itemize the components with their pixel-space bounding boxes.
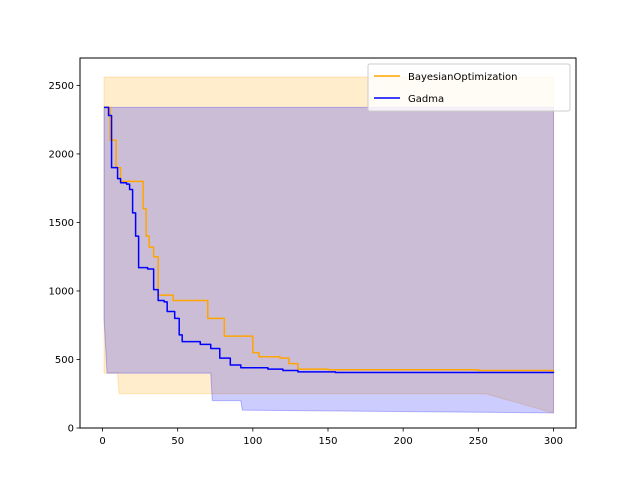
legend: BayesianOptimization Gadma — [367, 63, 571, 112]
confidence-bands — [103, 76, 554, 414]
bayesianoptimization-line — [104, 106, 555, 372]
y-axis: 0 500 1000 1500 2000 2500 — [49, 81, 80, 435]
x-tick-label: 0 — [99, 436, 105, 447]
x-axis: 0 50 100 150 200 250 300 — [99, 428, 563, 447]
x-tick-label: 300 — [544, 436, 563, 447]
y-tick-label: 2000 — [49, 149, 74, 160]
x-tick-label: 150 — [318, 436, 337, 447]
gadma-band — [103, 106, 554, 414]
x-tick-label: 50 — [171, 436, 184, 447]
gadma-legend-label: Gadma — [408, 94, 444, 105]
x-tick-label: 200 — [394, 436, 413, 447]
gadma-line — [104, 106, 555, 374]
y-tick-label: 0 — [68, 424, 74, 435]
bayesianoptimization-legend-label: BayesianOptimization — [408, 72, 517, 83]
x-tick-label: 250 — [469, 436, 488, 447]
y-tick-label: 1500 — [49, 218, 74, 229]
y-tick-label: 500 — [55, 355, 74, 366]
series-lines — [104, 106, 555, 374]
legend-box — [367, 63, 571, 112]
x-tick-label: 100 — [243, 436, 262, 447]
y-tick-label: 1000 — [49, 286, 74, 297]
y-tick-label: 2500 — [49, 81, 74, 92]
bayesianoptimization-band — [103, 76, 554, 414]
